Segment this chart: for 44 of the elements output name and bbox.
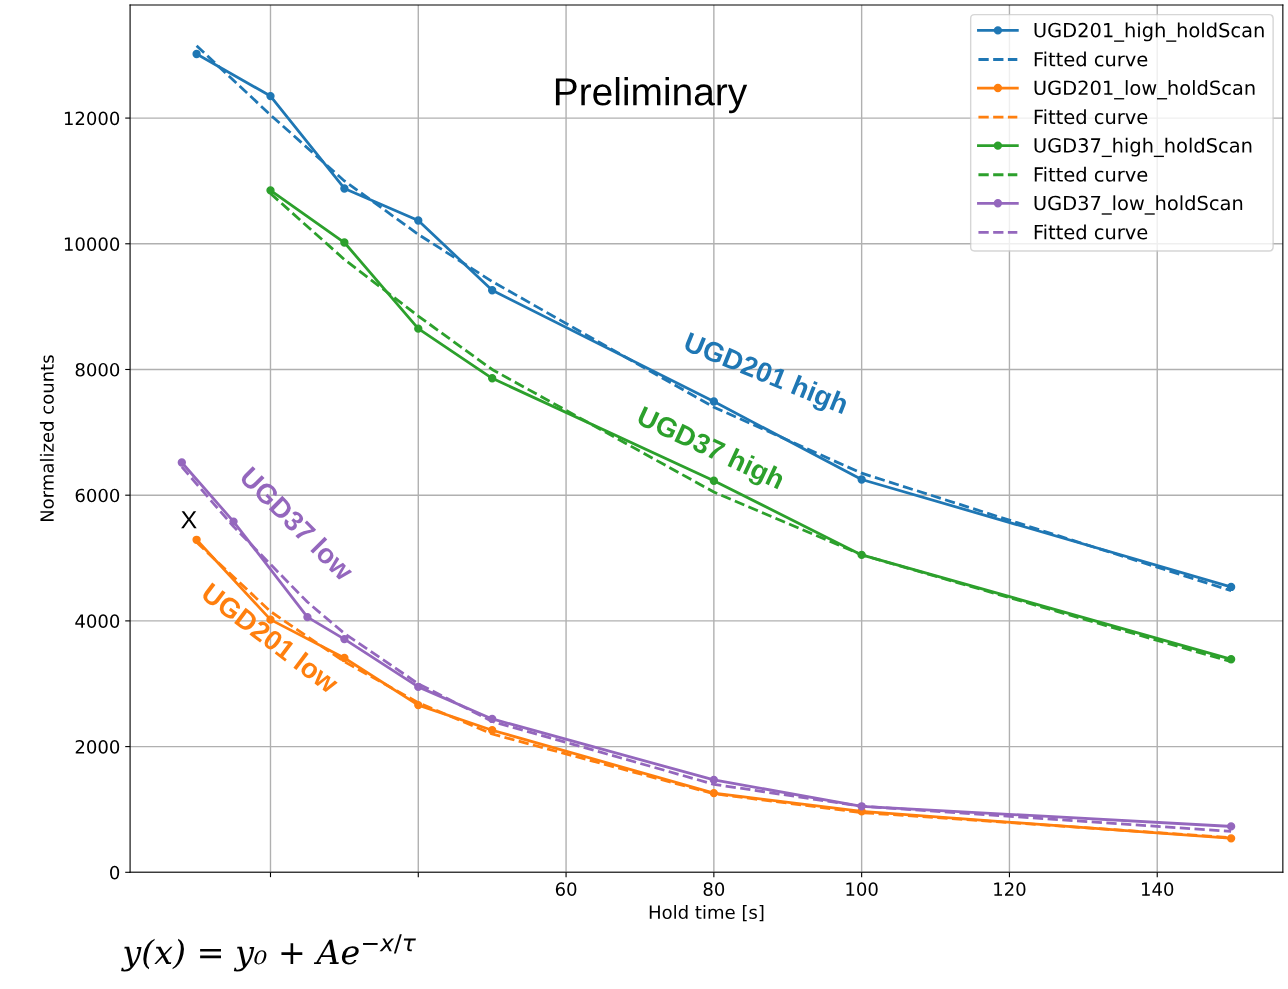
point bbox=[414, 216, 423, 225]
legend-label: UGD37_low_holdScan bbox=[1034, 195, 1243, 215]
point bbox=[177, 458, 186, 467]
point bbox=[1226, 834, 1236, 843]
y-tick-label: 8000 bbox=[75, 362, 120, 377]
point bbox=[488, 726, 497, 735]
y-tick-label: 0 bbox=[110, 865, 120, 880]
point bbox=[266, 91, 275, 101]
x-axis-title: Hold time [s] bbox=[649, 905, 764, 922]
legend-label: Fitted curve bbox=[1034, 224, 1148, 240]
point bbox=[340, 184, 349, 193]
point bbox=[709, 397, 719, 406]
point bbox=[192, 49, 201, 59]
point bbox=[488, 286, 497, 295]
annotation: X bbox=[181, 511, 197, 529]
x-tick-label: 120 bbox=[994, 882, 1026, 896]
point bbox=[1226, 822, 1236, 831]
y-tick-label: 4000 bbox=[75, 614, 120, 629]
legend-label: Fitted curve bbox=[1034, 166, 1148, 182]
x-tick-label: 140 bbox=[1141, 882, 1174, 896]
legend-label: UGD37_high_holdScan bbox=[1034, 137, 1252, 158]
annotation: Preliminary bbox=[555, 77, 748, 114]
point bbox=[709, 476, 719, 485]
legend-label: UGD201_high_holdScan bbox=[1034, 22, 1264, 42]
point bbox=[414, 324, 423, 333]
text: y(x) = y₀ + Ae$^{−x/τ}$ bbox=[121, 934, 416, 972]
point bbox=[340, 238, 349, 247]
point bbox=[266, 186, 275, 195]
legend-label: Fitted curve bbox=[1034, 109, 1148, 125]
point bbox=[488, 374, 497, 383]
y-tick-label: 12000 bbox=[64, 111, 120, 126]
y-axis-title: Normalized counts bbox=[39, 355, 54, 522]
legend-label: Fitted curve bbox=[1034, 51, 1148, 67]
y-tick-label: 2000 bbox=[75, 740, 120, 754]
y-tick-label: 6000 bbox=[75, 488, 120, 503]
point bbox=[340, 634, 349, 644]
point bbox=[303, 612, 312, 622]
x-tick-label: 80 bbox=[703, 882, 725, 896]
point bbox=[857, 475, 866, 484]
point bbox=[340, 653, 349, 663]
y-tick-label: 10000 bbox=[64, 237, 120, 251]
x-tick-label: 60 bbox=[555, 882, 577, 896]
legend-label: UGD201_low_holdScan bbox=[1034, 80, 1255, 100]
x-tick-label: 100 bbox=[846, 882, 878, 896]
